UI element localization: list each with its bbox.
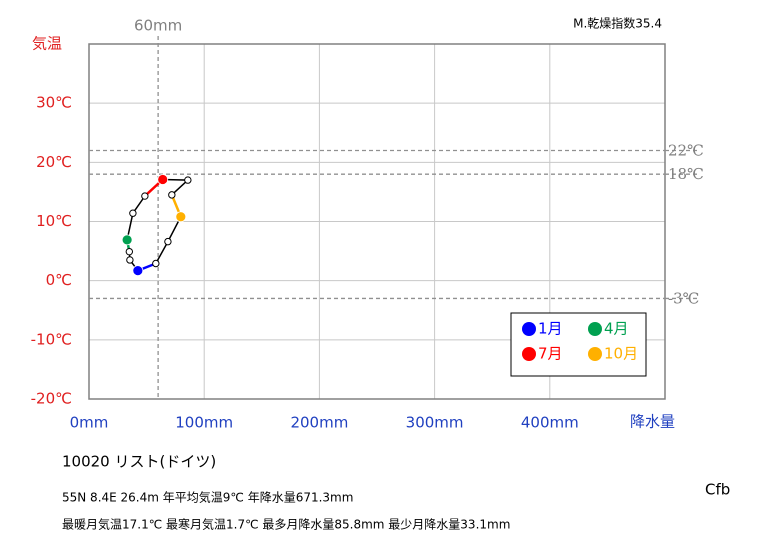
legend-swatch [588, 322, 602, 336]
month-point [184, 176, 192, 184]
y-axis-label: 気温 [32, 35, 62, 53]
legend-label: 1月 [538, 320, 563, 338]
x-tick-label: 200mm [290, 414, 348, 432]
month-point [129, 209, 137, 217]
y-tick-label: 20℃ [36, 153, 72, 171]
dryness-index: M.乾燥指数35.4 [573, 16, 662, 31]
reference-label: 60mm [134, 17, 182, 35]
station-name: 10020 リスト(ドイツ) [62, 453, 216, 471]
month-point [125, 247, 134, 256]
x-tick-label: 300mm [406, 414, 464, 432]
reference-label: -3℃ [668, 289, 699, 307]
climate-class: Cfb [705, 481, 730, 499]
info-line: 55N 8.4E 26.4m 年平均気温9℃ 年降水量671.3mm [62, 490, 353, 505]
reference-label: 22℃ [668, 142, 704, 160]
y-tick-label: -10℃ [31, 330, 72, 348]
x-tick-label: 0mm [70, 414, 109, 432]
month-point [152, 259, 160, 268]
y-tick-label: 0℃ [46, 271, 72, 289]
legend-swatch [522, 322, 536, 336]
x-tick-label: 100mm [175, 414, 233, 432]
y-tick-label: 30℃ [36, 94, 72, 112]
key-month-point [157, 174, 169, 185]
month-point [164, 237, 172, 246]
legend-label: 4月 [604, 320, 629, 338]
plot-frame [88, 43, 666, 400]
month-point [168, 191, 176, 199]
legend-swatch [588, 347, 602, 361]
y-tick-label: 10℃ [36, 212, 72, 230]
info-line: 最暖月気温17.1℃ 最寒月気温1.7℃ 最多月降水量85.8mm 最少月降水量… [62, 517, 510, 532]
key-month-point [121, 234, 133, 246]
reference-label: 18℃ [668, 165, 704, 183]
key-month-point [175, 211, 187, 223]
month-point [141, 192, 149, 200]
y-tick-label: -20℃ [31, 390, 72, 408]
month-point [126, 256, 134, 264]
key-month-point [132, 265, 144, 277]
legend-label: 10月 [604, 345, 638, 363]
legend-label: 7月 [538, 345, 563, 363]
x-tick-label: 400mm [521, 414, 579, 432]
x-axis-label: 降水量 [630, 413, 675, 431]
legend-swatch [522, 347, 536, 361]
legend-box [510, 312, 647, 377]
